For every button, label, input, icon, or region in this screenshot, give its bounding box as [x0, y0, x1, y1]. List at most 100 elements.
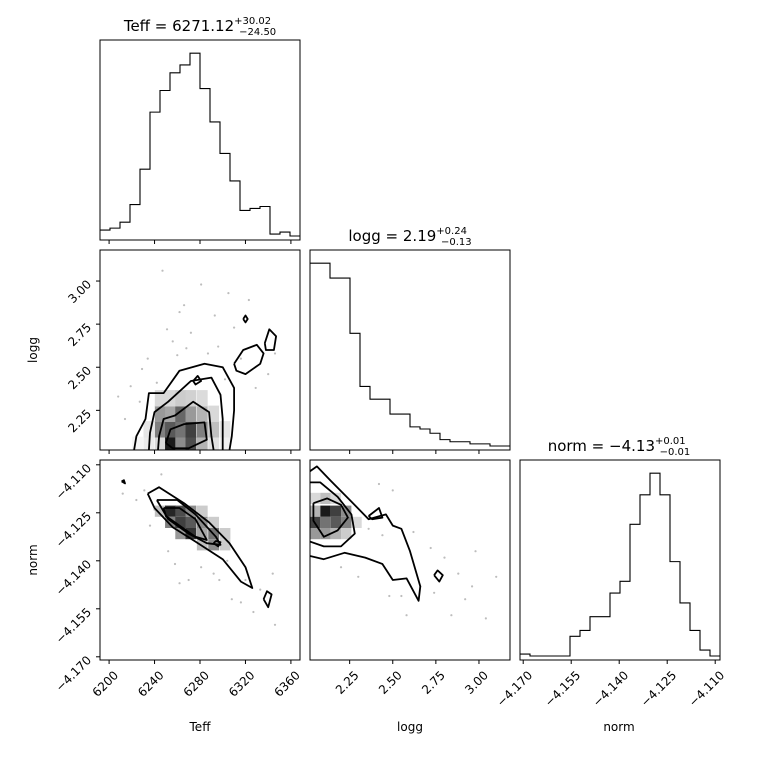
sample-point [232, 326, 236, 329]
density-cell [208, 405, 220, 422]
x-tick-label-logg: 2.75 [419, 668, 448, 697]
density-cell [175, 516, 187, 528]
sample-point [187, 578, 190, 582]
x-axis-label-norm: norm [603, 720, 634, 734]
density-cell [320, 505, 331, 517]
density-cell [154, 505, 166, 517]
sample-point [443, 556, 446, 559]
density-cell [310, 492, 321, 504]
title-logg-minus: −0.13 [441, 237, 472, 248]
sample-point [405, 614, 408, 617]
sample-point [227, 292, 230, 295]
sample-point [381, 534, 384, 537]
x-tick-label-logg: 2.25 [333, 668, 362, 697]
sample-point [129, 385, 132, 388]
x-tick-label-norm: −4.140 [590, 668, 631, 709]
hist-panel-logg [309, 249, 511, 451]
sample-point [273, 352, 277, 355]
sample-point [367, 527, 370, 530]
density-cell [175, 436, 187, 450]
sample-point [200, 566, 203, 569]
sample-point [254, 386, 257, 390]
contour-line [192, 375, 202, 386]
density-cell [310, 528, 321, 540]
density-cell [196, 539, 208, 551]
sample-point [146, 357, 149, 360]
sample-point [474, 550, 477, 553]
density-cell [320, 516, 331, 528]
density-cell [320, 528, 331, 540]
sample-point [165, 328, 169, 331]
sample-point [267, 373, 270, 376]
y-tick-label-norm: −4.140 [53, 557, 94, 598]
contour-line [242, 314, 249, 324]
sample-point [200, 283, 203, 286]
density-cell [219, 436, 231, 450]
title-teff: Teff = 6271.12+30.02 −24.50 [123, 16, 276, 38]
panel-content-teff-logg [117, 269, 277, 450]
sample-point [252, 610, 255, 614]
density-cell [330, 528, 342, 540]
sample-point [212, 572, 215, 575]
sample-point [339, 566, 343, 569]
sample-point [247, 298, 250, 302]
x-axis-label-teff: Teff [189, 720, 212, 734]
title-logg: logg = 2.19+0.24 −0.13 [348, 226, 471, 248]
density-cell [310, 505, 321, 517]
sample-point [400, 594, 403, 598]
sample-point [185, 347, 188, 350]
panel-teff-norm [99, 459, 301, 661]
x-tick-label-teff: 6280 [181, 668, 212, 699]
title-norm-plus: +0.01 [655, 436, 686, 447]
sample-point [429, 546, 432, 550]
sample-point [160, 473, 163, 476]
sample-point [239, 357, 243, 360]
sample-point [213, 314, 216, 317]
density-cell [154, 436, 166, 450]
sample-point [226, 559, 229, 562]
sample-point [412, 530, 415, 534]
panel-frame [309, 459, 511, 661]
density-cell [175, 528, 187, 540]
title-norm: norm = −4.13+0.01 −0.01 [548, 436, 691, 458]
sample-point [223, 378, 227, 381]
y-axis-label-norm: norm [26, 544, 40, 575]
sample-point [495, 575, 498, 578]
density-cell [132, 436, 143, 450]
sample-point [161, 269, 164, 272]
y-tick-label-logg: 3.00 [65, 277, 94, 306]
density-cell [330, 505, 342, 517]
contour-line [121, 479, 126, 485]
hist-steps-norm [520, 472, 720, 657]
x-axis-label-logg: logg [397, 720, 423, 734]
contour-line [310, 481, 356, 548]
density-cell [219, 539, 231, 551]
x-tick-label-norm: −4.125 [638, 668, 679, 709]
panel-content-logg-norm [310, 465, 498, 620]
density-cell [175, 505, 187, 517]
sample-point [239, 601, 243, 604]
sample-point [173, 562, 177, 566]
x-tick-label-teff: 6200 [90, 668, 121, 699]
title-logg-plus: +0.24 [436, 226, 467, 237]
x-tick-label-norm: −4.155 [542, 668, 583, 709]
density-cell [208, 436, 220, 450]
hist-panel-norm [519, 459, 721, 661]
contour-line [310, 465, 422, 602]
density-cell [330, 516, 342, 528]
sample-point [484, 617, 487, 620]
density-cell [175, 390, 187, 407]
density-cell [185, 405, 197, 422]
density-cell [165, 516, 176, 528]
sample-point [357, 575, 360, 578]
contour-line [162, 507, 208, 541]
sample-point [178, 582, 181, 585]
hist-panel-teff [99, 39, 301, 241]
density-cell [219, 421, 231, 438]
panel-teff-logg [99, 249, 301, 451]
density-cell [196, 405, 208, 422]
density-cell [185, 390, 197, 407]
sample-point [167, 550, 170, 553]
title-logg-label: logg = [348, 227, 403, 245]
y-tick-label-logg: 2.25 [65, 407, 94, 436]
